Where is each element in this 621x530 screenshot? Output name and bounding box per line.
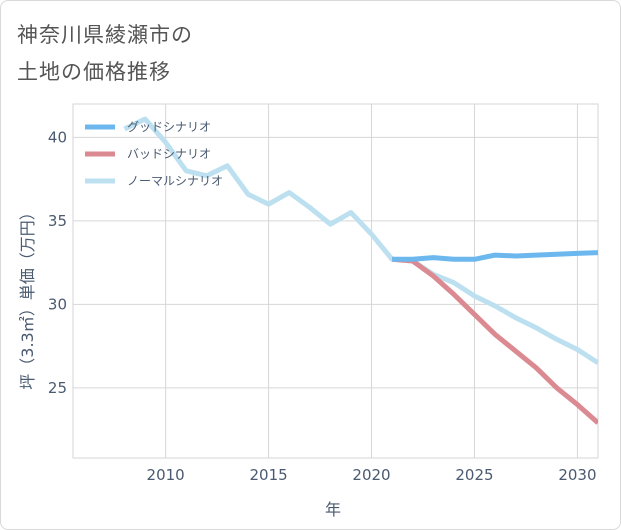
y-tick-label: 35 [48, 212, 67, 230]
legend-label: グッドシナリオ [127, 120, 211, 134]
bad-scenario-line [391, 256, 598, 425]
legend-label: バッドシナリオ [127, 147, 211, 161]
x-tick-label: 2020 [352, 466, 390, 484]
x-tick-label: 2015 [249, 466, 287, 484]
y-tick-label: 30 [48, 295, 67, 313]
legend-label: ノーマルシナリオ [127, 174, 223, 188]
x-tick-label: 2010 [147, 466, 185, 484]
plot-area [72, 103, 599, 459]
series-lines [123, 116, 598, 425]
y-tick-label: 40 [48, 128, 67, 146]
x-tick-label: 2025 [455, 466, 493, 484]
axis-ticks: 2010 2015 2020 2025 2030 25 30 35 40 [48, 128, 597, 484]
legend-item-normal[interactable]: ノーマルシナリオ [85, 174, 223, 188]
good-scenario-line [392, 250, 598, 262]
legend-item-good[interactable]: グッドシナリオ [85, 120, 211, 134]
chart-title-line-1: 神奈川県綾瀬市の [17, 23, 193, 47]
y-axis-title: 坪（3.3㎡）単価（万円） [18, 204, 37, 389]
chart-title-line-2: 土地の価格推移 [17, 60, 171, 84]
x-axis-title: 年 [325, 500, 341, 519]
legend-item-bad[interactable]: バッドシナリオ [85, 147, 211, 161]
x-tick-label: 2030 [558, 466, 596, 484]
y-tick-label: 25 [48, 379, 67, 397]
normal-scenario-line [123, 116, 598, 365]
